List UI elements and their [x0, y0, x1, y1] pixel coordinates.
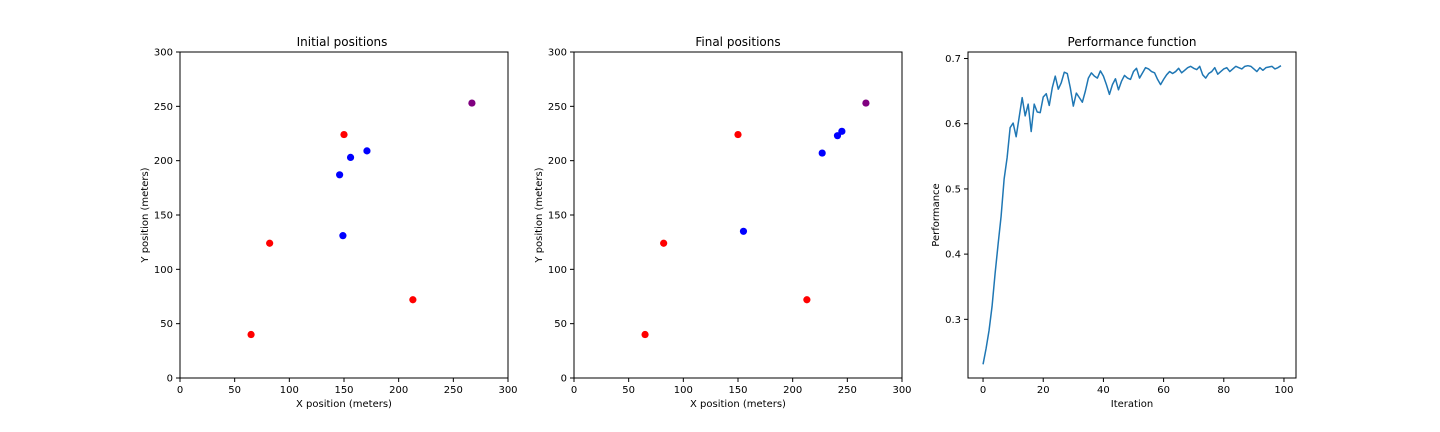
y-tick-label: 300 — [154, 48, 173, 59]
x-tick-label: 300 — [498, 385, 517, 396]
plot-frame — [179, 51, 509, 379]
y-axis-label: Y position (meters) — [140, 167, 151, 263]
x-tick-label: 250 — [838, 385, 857, 396]
scatter-point — [660, 239, 668, 247]
scatter-point — [739, 227, 748, 235]
y-tick-label: 50 — [554, 319, 567, 330]
x-axis-label: X position (meters) — [296, 399, 392, 410]
scatter-point — [818, 149, 826, 157]
y-tick-label: 300 — [548, 48, 567, 59]
x-tick-label: 50 — [228, 385, 241, 396]
scatter-point — [862, 99, 870, 107]
scatter-point — [641, 330, 649, 339]
x-tick-label: 200 — [389, 385, 408, 396]
y-tick-label: 0 — [167, 374, 173, 385]
scatter-point — [339, 232, 347, 240]
x-tick-label: 300 — [892, 385, 911, 396]
x-tick-label: 100 — [674, 385, 693, 396]
x-tick-label: 60 — [1157, 385, 1170, 396]
scatter-point — [363, 147, 371, 155]
chart-title: Final positions — [695, 35, 780, 49]
x-tick-label: 40 — [1097, 385, 1110, 396]
y-tick-label: 150 — [154, 211, 173, 222]
scatter-point — [833, 132, 842, 140]
chart-title: Performance function — [1068, 35, 1197, 49]
scatter-point — [346, 153, 355, 162]
y-tick-label: 100 — [154, 265, 173, 276]
x-tick-label: 20 — [1037, 385, 1050, 396]
initial-positions-plot: Initial positions 0 50 100 150 200 250 300 0 50 1… — [140, 35, 518, 410]
scatter-point — [468, 99, 476, 107]
y-tick-label: 150 — [548, 211, 567, 222]
y-tick-label: 0.7 — [945, 54, 961, 65]
scatter-point — [409, 296, 417, 304]
x-axis-label: X position (meters) — [690, 399, 786, 410]
scatter-point — [247, 330, 255, 339]
y-tick-label: 0.4 — [945, 250, 961, 261]
x-tick-label: 150 — [728, 385, 747, 396]
y-tick-label: 100 — [548, 265, 567, 276]
final-positions-plot: Final positions 0 50 100 150 200 250 300 0 50 100… — [534, 35, 912, 410]
x-tick-label: 50 — [622, 385, 635, 396]
performance-line — [982, 64, 1282, 365]
x-tick-label: 200 — [783, 385, 802, 396]
scatter-point — [734, 130, 742, 139]
x-tick-label: 250 — [444, 385, 463, 396]
y-tick-label: 0 — [561, 374, 567, 385]
scatter-point — [266, 239, 274, 247]
y-tick-label: 50 — [160, 319, 173, 330]
x-tick-label: 80 — [1217, 385, 1230, 396]
x-axis-label: Iteration — [1111, 399, 1153, 410]
x-tick-label: 100 — [280, 385, 299, 396]
y-tick-label: 250 — [154, 102, 173, 113]
scatter-point — [340, 130, 348, 139]
plot-frame — [573, 51, 903, 379]
scatter-point — [803, 296, 811, 304]
chart-title: Initial positions — [297, 35, 388, 49]
plot-frame — [967, 51, 1297, 379]
y-tick-label: 200 — [548, 156, 567, 167]
y-tick-label: 250 — [548, 102, 567, 113]
scatter-point — [336, 171, 344, 179]
x-tick-label: 0 — [177, 385, 183, 396]
y-axis-label: Y position (meters) — [534, 167, 545, 263]
y-tick-label: 200 — [154, 156, 173, 167]
x-tick-label: 100 — [1274, 385, 1293, 396]
x-tick-label: 0 — [980, 385, 986, 396]
y-tick-label: 0.6 — [945, 119, 961, 130]
y-axis-label: Performance — [931, 183, 942, 246]
x-tick-label: 150 — [334, 385, 353, 396]
performance-function-plot: Performance function 0 20 40 60 80 100 0.3 0.4 0… — [931, 35, 1297, 410]
scatter-point — [838, 127, 846, 135]
x-tick-label: 0 — [571, 385, 577, 396]
y-tick-label: 0.3 — [945, 315, 961, 326]
y-tick-label: 0.5 — [945, 184, 961, 195]
